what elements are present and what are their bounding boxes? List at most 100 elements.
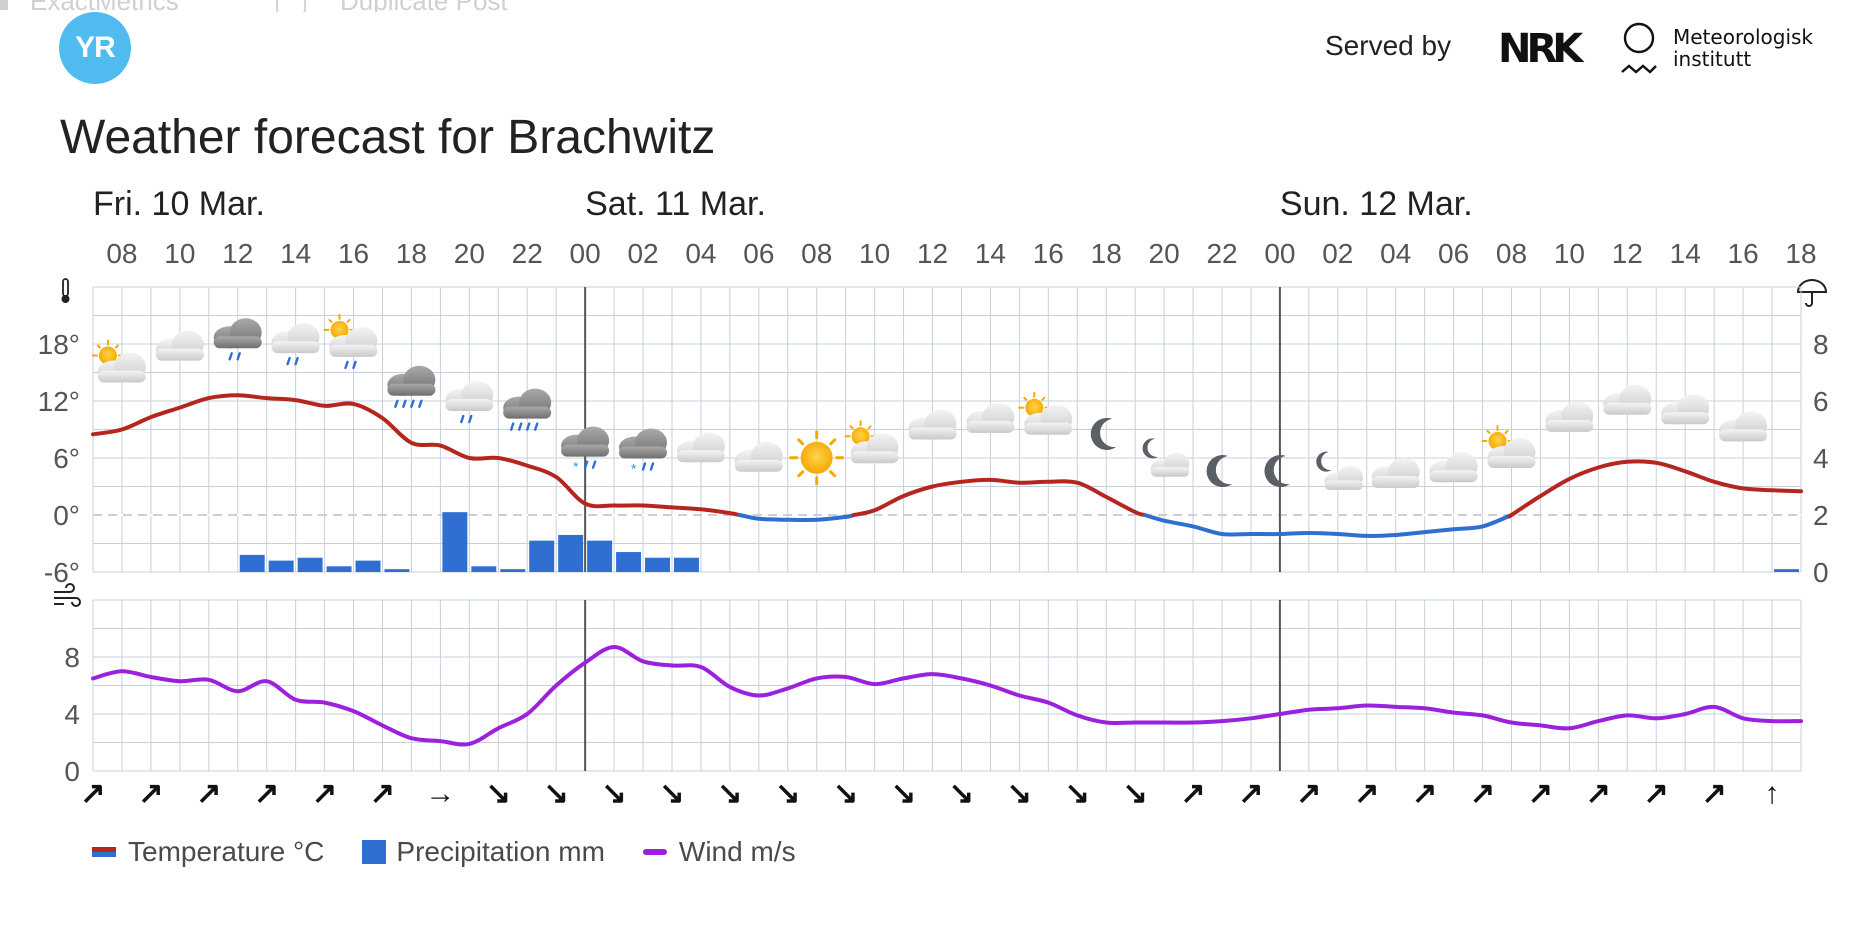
- wind-direction-arrow: ↗: [1528, 777, 1553, 810]
- symbol-part: [1661, 394, 1710, 425]
- hour-label: 02: [1322, 238, 1353, 269]
- wind-direction-arrow: ↗: [1296, 777, 1321, 810]
- ghost-text-right: Duplicate Post: [340, 0, 508, 12]
- yr-logo[interactable]: YR: [59, 12, 131, 84]
- hour-label: 04: [1380, 238, 1411, 269]
- hour-label: 16: [338, 238, 369, 269]
- wind-direction-arrow: ↘: [1123, 777, 1148, 810]
- symbol-part: [561, 426, 610, 457]
- precipitation-bar: [471, 566, 497, 572]
- precipitation-bar: [355, 560, 381, 572]
- partly-cloudy-day-icon: [91, 339, 146, 383]
- symbol-part: [510, 422, 539, 431]
- precipitation-bar: [558, 534, 584, 572]
- hour-label: 20: [454, 238, 485, 269]
- wind-direction-arrow: ↘: [1007, 777, 1032, 810]
- precipitation-bar: [587, 540, 613, 572]
- legend-precipitation-label: Precipitation mm: [396, 836, 605, 867]
- hour-label: 22: [512, 238, 543, 269]
- moon-icon: [1206, 455, 1232, 488]
- moon-icon: [1264, 455, 1290, 488]
- temperature-line-cold: [737, 513, 856, 523]
- symbol-part: [1603, 384, 1652, 415]
- forecast-chart: * Fri. 10 Mar.Sat. 11 Mar.Sun. 12 Mar. 0…: [38, 185, 1829, 810]
- precipitation-bar: [1774, 569, 1799, 572]
- symbol-part: [155, 330, 204, 361]
- wind-direction-arrow: ↑: [1765, 777, 1780, 810]
- cloud-icon: [1371, 458, 1420, 488]
- wind-direction-arrow: ↘: [602, 777, 627, 810]
- temperature-axis: 18° 12° 6° 0° -6°: [38, 329, 80, 588]
- precipitation-tick: 2: [1813, 500, 1829, 531]
- cloud-icon: [908, 409, 957, 440]
- met-logo-text: Meteorologisk institutt: [1673, 26, 1813, 70]
- symbol-part: [1371, 458, 1420, 488]
- precipitation-bar: [500, 569, 526, 572]
- wind-direction-arrow: ↗: [138, 777, 163, 810]
- wind-direction-arrow: ↘: [833, 777, 858, 810]
- wind-direction-arrows: ↗ ↗ ↗ ↗ ↗ ↗ → ↘ ↘ ↘ ↘ ↘ ↘ ↘ ↘ ↘ ↘ ↘ ↘ ↗ ↗ ↗ ↗ ↗ ↗ ↗ ↗ ↗ ↗ ↑: [80, 777, 1779, 810]
- hour-label: 08: [1496, 238, 1527, 269]
- temperature-line-warm: [91, 393, 742, 517]
- legend-precipitation: Precipitation mm: [362, 836, 605, 868]
- precipitation-bar: [645, 557, 670, 572]
- symbol-part: [1150, 452, 1190, 477]
- hour-label: 14: [280, 238, 311, 269]
- wind-tick: 0: [64, 756, 80, 787]
- cloud-icon: [1661, 394, 1710, 425]
- wind-direction-arrow: ↘: [486, 777, 511, 810]
- temperature-tick: 6°: [53, 443, 80, 474]
- cloud-icon: [1429, 452, 1478, 483]
- symbol-part: [394, 399, 423, 408]
- sleet-icon: [619, 428, 667, 478]
- nrk-logo[interactable]: NRK: [1498, 26, 1583, 72]
- hour-label: 02: [627, 238, 658, 269]
- hour-label: 00: [1264, 238, 1295, 269]
- symbol-part: [213, 318, 262, 349]
- wind-direction-arrow: ↗: [312, 777, 337, 810]
- legend-temperature-label: Temperature °C: [128, 836, 325, 867]
- precipitation-bar: [673, 557, 699, 572]
- symbol-part: [1316, 451, 1332, 472]
- precipitation-bar: [616, 552, 642, 572]
- temperature-tick: 12°: [38, 386, 80, 417]
- wind-swatch: [642, 849, 667, 855]
- legend-temperature: Temperature °C: [92, 836, 324, 868]
- wind-direction-arrow: ↘: [891, 777, 916, 810]
- hour-label: 12: [1612, 238, 1643, 269]
- day-labels: Fri. 10 Mar. Sat. 11 Mar. Sun. 12 Mar.: [93, 185, 1473, 223]
- wind-direction-arrow: ↗: [370, 777, 395, 810]
- wind-direction-arrow: ↘: [544, 777, 569, 810]
- precipitation-bars: [239, 512, 1799, 572]
- hour-label: 00: [570, 238, 601, 269]
- hour-label: 06: [743, 238, 774, 269]
- wind-tick: 8: [64, 642, 80, 673]
- symbol-part: [1324, 466, 1363, 490]
- legend-wind: Wind m/s: [642, 836, 796, 868]
- partly-cloudy-day-icon: [1481, 425, 1536, 468]
- wind-direction-arrow: →: [425, 777, 455, 810]
- symbol-part: [571, 457, 597, 476]
- legend-wind-label: Wind m/s: [678, 836, 796, 867]
- umbrella-icon: [1796, 279, 1828, 307]
- hour-label: 20: [1149, 238, 1180, 269]
- wind-series: [91, 644, 1803, 747]
- partly-cloudy-day-icon: [844, 420, 899, 464]
- thermometer-icon: [61, 278, 70, 303]
- wind-direction-arrow: ↘: [717, 777, 742, 810]
- day-label: Sun. 12 Mar.: [1280, 185, 1473, 223]
- symbol-part: [676, 432, 725, 463]
- met-logo-icon[interactable]: [1619, 22, 1659, 80]
- precipitation-bar: [326, 566, 352, 572]
- hour-label: 10: [164, 238, 195, 269]
- wind-direction-arrow: ↗: [80, 777, 105, 810]
- hour-label: 12: [222, 238, 253, 269]
- wind-direction-arrow: ↗: [254, 777, 279, 810]
- cloud-icon: [734, 441, 783, 472]
- wind-direction-arrow: ↗: [196, 777, 221, 810]
- ghost-text-left: ExactMetrics: [30, 0, 179, 12]
- precipitation-bar: [297, 557, 323, 572]
- wind-grid: [92, 599, 1802, 772]
- wind-direction-arrow: ↘: [1065, 777, 1090, 810]
- symbol-part: [1142, 438, 1159, 459]
